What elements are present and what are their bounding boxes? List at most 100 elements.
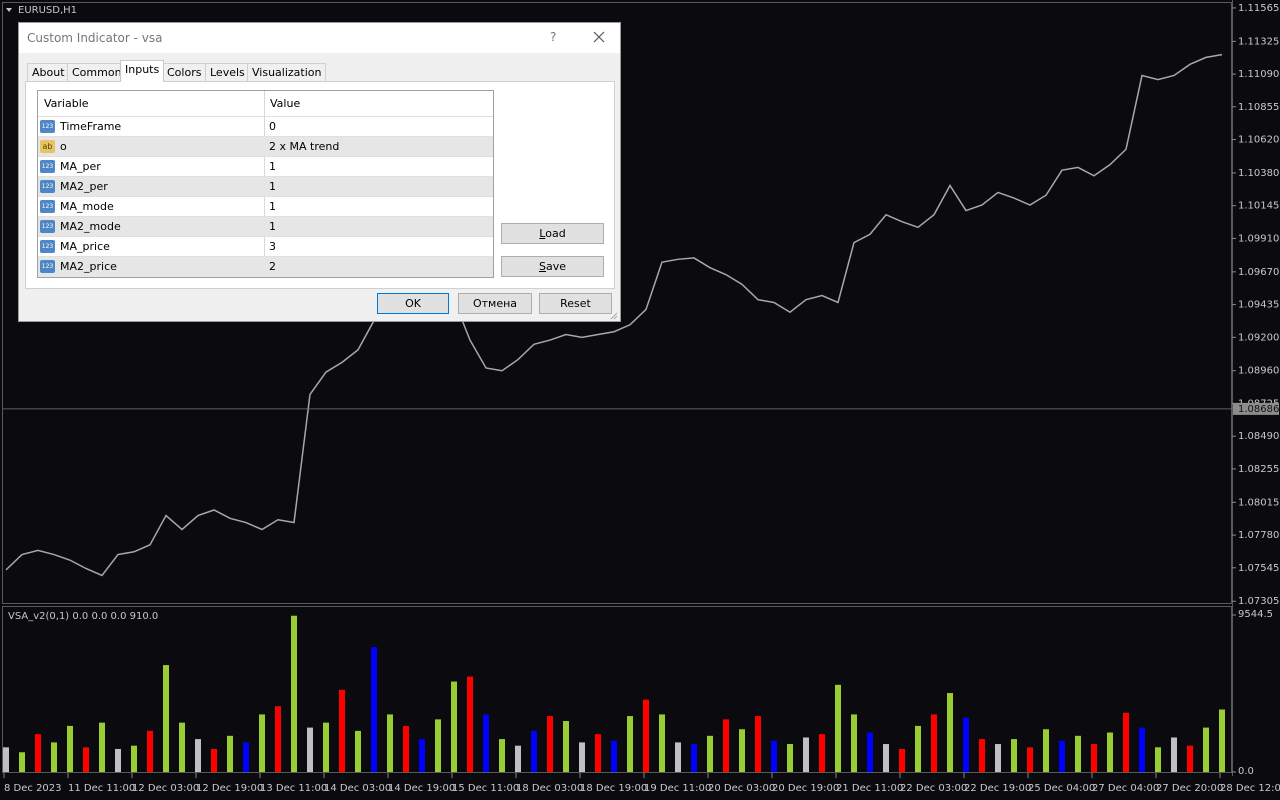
y-tick-label: 1.10380 <box>1238 168 1279 179</box>
indicator-title: VSA_v2(0,1) 0.0 0.0 0.0 910.0 <box>8 611 158 622</box>
volume-bar <box>947 693 953 772</box>
volume-bar <box>259 714 265 772</box>
volume-bar <box>339 689 345 772</box>
variable-name: TimeFrame <box>60 120 122 133</box>
volume-bar <box>515 745 521 772</box>
variable-value: 1 <box>269 200 276 213</box>
type-icon: 123 <box>40 180 55 193</box>
volume-bar <box>979 739 985 772</box>
table-row[interactable]: 123 MA_mode 1 <box>38 196 493 217</box>
volume-bar <box>915 725 921 772</box>
volume-bar <box>19 752 25 772</box>
ok-button[interactable]: OK <box>377 293 449 314</box>
volume-bar <box>435 719 441 772</box>
column-header: Variable <box>44 97 89 110</box>
variable-value: 2 <box>269 260 276 273</box>
type-icon: 123 <box>40 120 55 133</box>
volume-bar <box>1011 739 1017 772</box>
table-row[interactable]: 123 MA_per 1 <box>38 156 493 177</box>
variable-value: 3 <box>269 240 276 253</box>
volume-bar <box>723 719 729 772</box>
volume-bar <box>579 742 585 772</box>
variable-name: o <box>60 140 67 153</box>
volume-bar <box>851 714 857 772</box>
volume-bar <box>3 747 9 772</box>
y-tick-label: 1.11565 <box>1238 3 1279 14</box>
volume-bar <box>211 748 217 772</box>
y-tick-label: 1.08960 <box>1238 366 1279 377</box>
table-row[interactable]: ab o 2 x MA trend <box>38 136 493 157</box>
tab[interactable]: Common <box>67 63 127 82</box>
y-tick-label: 1.11325 <box>1238 36 1279 47</box>
volume-bar <box>835 684 841 772</box>
volume-bar <box>1059 740 1065 772</box>
tab[interactable]: Colors <box>162 63 207 82</box>
x-tick-label: 18 Dec 03:00 <box>516 783 583 794</box>
volume-bar <box>739 729 745 772</box>
table-row[interactable]: 123 MA2_price 2 <box>38 256 493 277</box>
load-button[interactable]: Load <box>501 223 604 244</box>
x-tick-label: 19 Dec 11:00 <box>644 783 711 794</box>
volume-bar <box>83 747 89 772</box>
variable-name: MA_mode <box>60 200 114 213</box>
volume-bar <box>1219 709 1225 772</box>
button-label: Reset <box>560 297 591 310</box>
inputs-table: Variable Value 123 TimeFrame 0 ab o 2 x MA tr… <box>37 90 494 278</box>
close-button[interactable] <box>593 31 605 43</box>
volume-bar <box>115 748 121 772</box>
volume-bar <box>1187 745 1193 772</box>
volume-bar <box>787 744 793 772</box>
type-icon: 123 <box>40 260 55 273</box>
y-tick-label: 1.08015 <box>1238 497 1279 508</box>
volume-bar <box>1123 712 1129 772</box>
volume-bar <box>387 714 393 772</box>
volume-bar <box>291 615 297 772</box>
volume-bar <box>1171 737 1177 772</box>
button-label: Load <box>539 227 566 240</box>
tab[interactable]: Inputs <box>120 60 165 82</box>
tab[interactable]: About <box>27 63 70 82</box>
x-tick-label: 18 Dec 19:00 <box>580 783 647 794</box>
x-tick-label: 15 Dec 11:00 <box>452 783 519 794</box>
volume-bar <box>499 739 505 772</box>
volume-bar <box>1043 729 1049 772</box>
y-tick-label: 1.08490 <box>1238 431 1279 442</box>
cancel-button[interactable]: Отмена <box>458 293 532 314</box>
table-row[interactable]: 123 MA2_mode 1 <box>38 216 493 237</box>
y-tick-label: 9544.5 <box>1238 609 1273 620</box>
x-tick-label: 11 Dec 11:00 <box>68 783 135 794</box>
title-bar: Custom Indicator - vsa ? <box>19 23 620 53</box>
volume-bar <box>35 734 41 772</box>
volume-bar <box>963 717 969 772</box>
tab[interactable]: Visualization <box>247 63 327 82</box>
type-icon: 123 <box>40 220 55 233</box>
help-button[interactable]: ? <box>550 30 557 44</box>
price-line <box>5 53 1223 577</box>
reset-button[interactable]: Reset <box>539 293 612 314</box>
volume-bar <box>51 742 57 772</box>
table-row[interactable]: 123 TimeFrame 0 <box>38 116 493 137</box>
y-tick-label: 1.07545 <box>1238 563 1279 574</box>
volume-bar <box>419 739 425 772</box>
save-button[interactable]: Save <box>501 256 604 277</box>
volume-bar <box>643 699 649 772</box>
volume-bar <box>467 676 473 772</box>
variable-value: 1 <box>269 220 276 233</box>
volume-bar <box>531 730 537 772</box>
volume-bar <box>675 742 681 772</box>
type-icon: ab <box>40 140 55 153</box>
volume-bar <box>803 737 809 772</box>
variable-value: 2 x MA trend <box>269 140 340 153</box>
volume-bar <box>195 739 201 772</box>
variable-name: MA_per <box>60 160 101 173</box>
volume-bar <box>611 740 617 772</box>
volume-bar <box>1203 727 1209 772</box>
table-row[interactable]: 123 MA2_per 1 <box>38 176 493 197</box>
volume-bar <box>659 714 665 772</box>
y-tick-label: 1.10620 <box>1238 135 1279 146</box>
volume-bar <box>131 745 137 772</box>
variable-name: MA2_per <box>60 180 108 193</box>
table-row[interactable]: 123 MA_price 3 <box>38 236 493 257</box>
tab[interactable]: Levels <box>205 63 250 82</box>
